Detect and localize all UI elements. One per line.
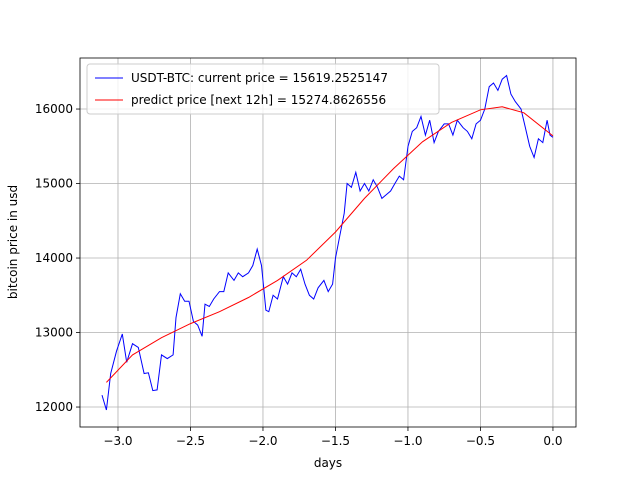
x-tick-label: −0.5 — [466, 434, 495, 448]
y-tick-label: 12000 — [35, 400, 73, 414]
plot-frame — [79, 57, 577, 428]
y-tick-label: 14000 — [35, 251, 73, 265]
x-tick-label: −3.0 — [103, 434, 132, 448]
series-line — [106, 106, 554, 383]
x-tick-label: −1.0 — [393, 434, 422, 448]
legend-label: predict price [next 12h] = 15274.8626556 — [131, 93, 386, 107]
legend-label: USDT-BTC: current price = 15619.2525147 — [131, 71, 388, 85]
x-axis-label: days — [314, 456, 342, 470]
series-line — [101, 74, 554, 411]
y-axis-label: bitcoin price in usd — [6, 185, 20, 299]
x-tick-label: −2.5 — [176, 434, 205, 448]
y-tick-label: 16000 — [35, 102, 73, 116]
legend-box — [86, 63, 440, 115]
x-tick-label: −1.5 — [321, 434, 350, 448]
x-tick-label: 0.0 — [543, 434, 562, 448]
y-tick-label: 13000 — [35, 326, 73, 340]
y-tick-label: 15000 — [35, 177, 73, 191]
x-tick-label: −2.0 — [248, 434, 277, 448]
